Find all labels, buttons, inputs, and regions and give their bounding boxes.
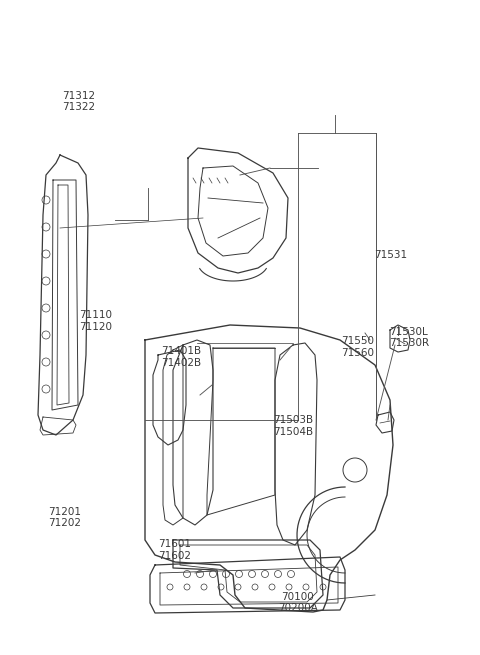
Text: 71550
71560: 71550 71560: [341, 337, 374, 358]
Text: 71312
71322: 71312 71322: [62, 91, 96, 112]
Text: 71401B
71402B: 71401B 71402B: [161, 346, 201, 367]
Text: 71110
71120: 71110 71120: [79, 310, 112, 331]
Text: 71503B
71504B: 71503B 71504B: [274, 415, 314, 436]
Text: 71531: 71531: [374, 250, 408, 261]
Text: 71201
71202: 71201 71202: [48, 507, 81, 528]
Text: 71601
71602: 71601 71602: [158, 540, 192, 561]
Text: 70100
70200A: 70100 70200A: [277, 592, 318, 613]
Text: 71530L
71530R: 71530L 71530R: [389, 327, 429, 348]
